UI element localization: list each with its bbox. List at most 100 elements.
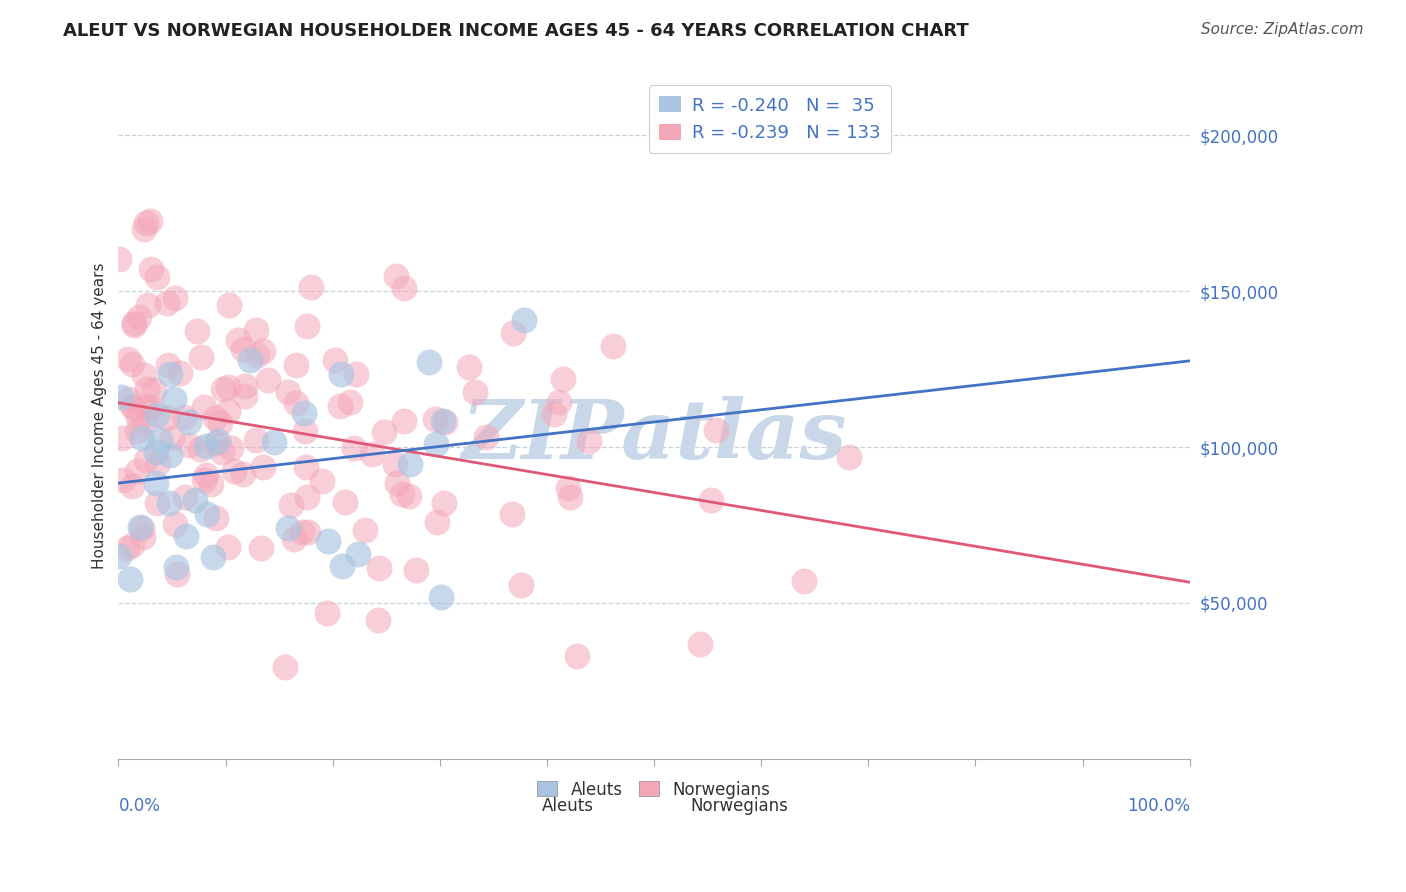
Point: [145, 476, 167, 491]
Point: [177, 438, 200, 452]
Point: [346, 547, 368, 561]
Point: [200, 476, 222, 491]
Point: [838, 450, 860, 465]
Point: [193, 401, 215, 415]
Point: [512, 313, 534, 327]
Point: [602, 338, 624, 352]
Point: [146, 496, 169, 510]
Point: [284, 396, 307, 410]
Point: [135, 382, 157, 396]
Point: [146, 270, 169, 285]
Point: [125, 425, 148, 439]
Point: [245, 434, 267, 448]
Point: [131, 432, 153, 446]
Point: [330, 558, 353, 573]
Point: [110, 390, 132, 404]
Point: [173, 409, 195, 424]
Point: [157, 358, 180, 372]
Point: [297, 318, 319, 333]
Point: [458, 359, 481, 374]
Point: [354, 523, 377, 537]
Point: [121, 399, 143, 413]
Point: [232, 467, 254, 481]
Point: [292, 406, 315, 420]
Point: [689, 637, 711, 651]
Point: [543, 408, 565, 422]
Point: [235, 379, 257, 393]
Point: [426, 515, 449, 529]
Point: [430, 590, 453, 604]
Point: [294, 459, 316, 474]
Point: [252, 459, 274, 474]
Point: [565, 648, 588, 663]
Point: [188, 442, 211, 457]
Point: [204, 436, 226, 450]
Point: [391, 487, 413, 501]
Point: [207, 434, 229, 449]
Point: [285, 359, 308, 373]
Point: [405, 562, 427, 576]
Point: [385, 475, 408, 490]
Point: [127, 464, 149, 478]
Point: [547, 395, 569, 409]
Point: [135, 400, 157, 414]
Point: [384, 457, 406, 471]
Point: [134, 417, 156, 431]
Text: 100.0%: 100.0%: [1126, 797, 1189, 814]
Point: [159, 448, 181, 462]
Point: [221, 442, 243, 456]
Point: [132, 368, 155, 382]
Point: [222, 464, 245, 478]
Point: [163, 291, 186, 305]
Point: [343, 441, 366, 455]
Point: [245, 323, 267, 337]
Point: [127, 411, 149, 425]
Point: [108, 549, 131, 564]
Point: [330, 367, 353, 381]
Legend: Aleuts, Norwegians: Aleuts, Norwegians: [531, 774, 778, 805]
Point: [143, 384, 166, 398]
Point: [398, 489, 420, 503]
Point: [283, 532, 305, 546]
Point: [159, 367, 181, 381]
Point: [399, 457, 422, 471]
Point: [146, 408, 169, 422]
Point: [121, 478, 143, 492]
Point: [209, 416, 232, 430]
Point: [335, 494, 357, 508]
Point: [418, 355, 440, 369]
Point: [257, 372, 280, 386]
Point: [135, 453, 157, 467]
Point: [464, 384, 486, 399]
Point: [232, 343, 254, 357]
Text: ZIPatlas: ZIPatlas: [461, 396, 846, 476]
Point: [163, 392, 186, 406]
Point: [218, 298, 240, 312]
Point: [294, 424, 316, 438]
Point: [211, 445, 233, 459]
Text: ALEUT VS NORWEGIAN HOUSEHOLDER INCOME AGES 45 - 64 YEARS CORRELATION CHART: ALEUT VS NORWEGIAN HOUSEHOLDER INCOME AG…: [63, 22, 969, 40]
Point: [141, 262, 163, 277]
Point: [329, 399, 352, 413]
Point: [145, 444, 167, 458]
Point: [132, 222, 155, 236]
Point: [252, 344, 274, 359]
Text: Aleuts: Aleuts: [543, 797, 595, 814]
Point: [165, 559, 187, 574]
Point: [291, 525, 314, 540]
Point: [432, 414, 454, 428]
Point: [368, 561, 391, 575]
Point: [120, 572, 142, 586]
Point: [433, 496, 456, 510]
Point: [112, 473, 135, 487]
Point: [311, 474, 333, 488]
Point: [194, 439, 217, 453]
Point: [323, 353, 346, 368]
Point: [316, 606, 339, 620]
Point: [699, 492, 721, 507]
Point: [156, 295, 179, 310]
Point: [173, 490, 195, 504]
Point: [793, 574, 815, 589]
Point: [295, 490, 318, 504]
Point: [235, 389, 257, 403]
